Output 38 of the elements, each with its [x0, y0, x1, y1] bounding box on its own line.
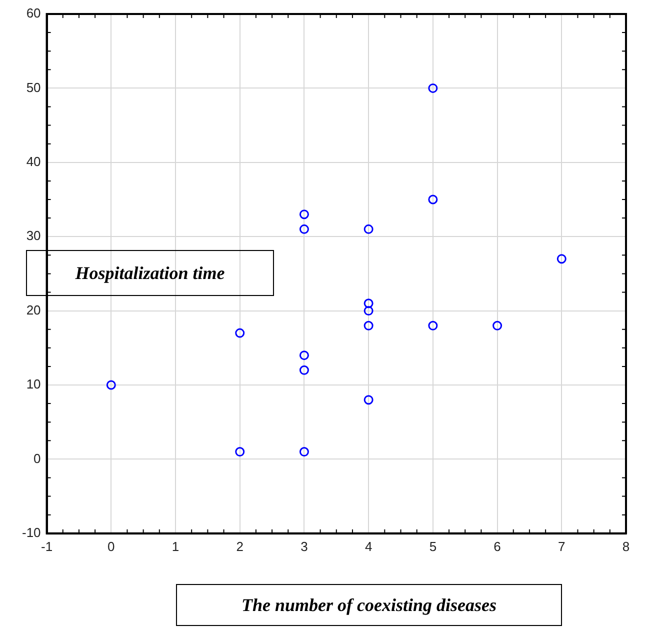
point: [364, 320, 374, 330]
point: [556, 254, 566, 264]
x-tick-label: 2: [236, 538, 244, 554]
x-tick-label: 0: [108, 538, 115, 554]
y-axis-title: Hospitalization time: [26, 250, 274, 296]
x-tick-label: -1: [41, 538, 53, 554]
point: [106, 380, 116, 390]
point: [235, 328, 245, 338]
x-tick-label: 1: [172, 538, 180, 554]
point: [364, 395, 374, 405]
y-tick-label: 60: [26, 6, 41, 21]
point: [299, 210, 309, 220]
point: [428, 83, 438, 93]
x-tick-label: 3: [300, 538, 308, 554]
y-tick-label: 0: [34, 450, 41, 466]
x-tick-label: 7: [558, 538, 566, 554]
y-tick-label: 50: [26, 80, 41, 95]
point: [235, 447, 245, 457]
x-tick-label: 4: [364, 538, 372, 554]
point: [364, 224, 374, 234]
y-tick-label: -10: [22, 524, 41, 540]
y-tick-label: 20: [26, 302, 41, 318]
point: [364, 306, 374, 316]
x-tick-label: 6: [494, 538, 501, 554]
point: [428, 194, 438, 204]
x-axis-title: The number of coexisting diseases: [176, 584, 562, 626]
point: [428, 320, 438, 330]
point: [364, 298, 374, 308]
point: [492, 320, 502, 330]
y-tick-label: 10: [26, 376, 41, 392]
point: [299, 447, 309, 457]
point: [299, 350, 309, 360]
x-tick-label: 5: [429, 538, 437, 554]
x-tick-label: 8: [622, 538, 630, 554]
point: [299, 224, 309, 234]
point: [299, 365, 309, 375]
y-tick-label: 30: [26, 228, 41, 244]
y-tick-label: 40: [26, 154, 41, 169]
